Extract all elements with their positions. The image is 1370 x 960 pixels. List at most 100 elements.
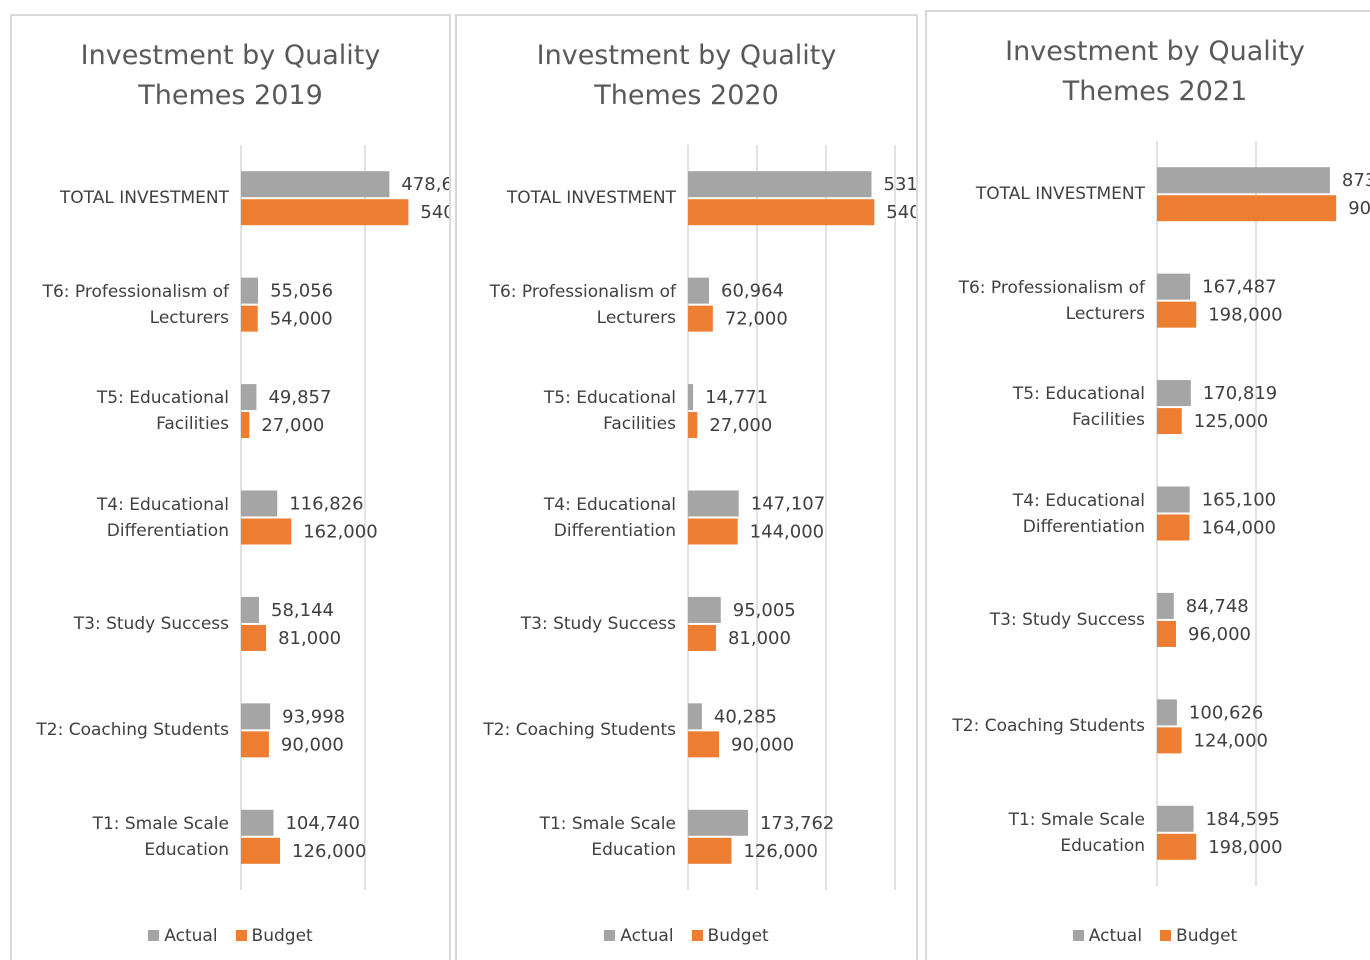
legend: Actual Budget [12, 926, 449, 946]
bar [241, 277, 259, 304]
chart-title: Investment by Quality Themes 2020 [536, 40, 837, 111]
category-label: T4: Educational Differentiation [96, 494, 229, 541]
category-label: T5: Educational Facilities [543, 388, 676, 435]
data-label: 14,771 [705, 387, 768, 408]
category-label: T2: Coaching Students [483, 720, 676, 741]
data-label: 40,285 [714, 706, 777, 727]
data-label: 165,100 [1202, 490, 1276, 511]
legend-swatch [604, 930, 616, 941]
data-label: 90,000 [731, 734, 794, 755]
category-label: T4: Educational Differentiation [543, 494, 676, 541]
data-label: 54,000 [270, 309, 333, 330]
bar [688, 412, 698, 439]
category-label: T1: Smale Scale Education [539, 813, 676, 860]
legend-label: Budget [1176, 926, 1238, 946]
data-label: 198,000 [1208, 837, 1282, 858]
category-label: T6: Professionalism of Lecturers [489, 281, 676, 328]
bar [688, 490, 739, 517]
bar [241, 518, 292, 545]
bar [688, 277, 710, 304]
legend-label: Actual [164, 926, 218, 946]
bar [241, 412, 250, 439]
bar [241, 305, 258, 332]
data-label: 49,857 [268, 387, 331, 408]
chart: 873,375 905,000 167,487 198,000 170,819 125,0… [1156, 141, 1370, 886]
legend: Actual Budget [457, 926, 916, 946]
category-label: T3: Study Success [73, 613, 229, 634]
data-label: 184,595 [1206, 809, 1280, 830]
category-label: T3: Study Success [989, 609, 1145, 630]
bar [688, 731, 720, 758]
data-label: 126,000 [743, 841, 817, 862]
data-label: 162,000 [303, 522, 377, 543]
data-label: 90,000 [281, 734, 344, 755]
legend-item: Actual [1072, 926, 1143, 946]
category-label: TOTAL INVESTMENT [506, 188, 676, 209]
category-label: T6: Professionalism of Lecturers [42, 281, 229, 328]
data-label: 27,000 [709, 415, 772, 436]
data-label: 478,621 [401, 174, 451, 195]
legend-item: Budget [691, 926, 769, 946]
data-label: 58,144 [271, 600, 334, 621]
data-label: 116,826 [289, 494, 363, 515]
bar [241, 837, 281, 864]
bar [688, 199, 875, 226]
data-label: 55,056 [270, 281, 333, 302]
legend-label: Actual [620, 926, 674, 946]
legend-label: Actual [1088, 926, 1143, 946]
bar [1157, 699, 1177, 726]
chart: 531,893 540,000 60,964 72,000 14,771 27,000 14… [687, 145, 916, 890]
data-label: 144,000 [750, 522, 824, 543]
data-label: 27,000 [261, 415, 324, 436]
bar [1157, 620, 1177, 647]
bar [1157, 273, 1191, 300]
bar [688, 596, 721, 623]
bar [688, 305, 713, 332]
legend-item: Actual [604, 926, 674, 946]
bar [241, 624, 267, 651]
data-label: 905,000 [1348, 198, 1370, 219]
category-label: TOTAL INVESTMENT [59, 188, 229, 209]
bar [1157, 301, 1197, 328]
legend-swatch [148, 930, 160, 941]
data-label: 104,740 [285, 813, 359, 834]
data-label: 147,107 [751, 494, 825, 515]
data-label: 93,998 [282, 706, 345, 727]
data-label: 95,005 [733, 600, 796, 621]
bar [1157, 592, 1174, 619]
legend-item: Budget [1160, 926, 1237, 946]
bar [1157, 408, 1182, 435]
bar [1157, 805, 1194, 832]
category-label: T1: Smale Scale Education [92, 813, 229, 860]
bar [241, 809, 274, 836]
bar [1157, 195, 1337, 222]
chart-panel: Investment by Quality Themes 2019 478,621… [10, 14, 451, 960]
bar [688, 809, 748, 836]
legend-label: Budget [251, 926, 313, 946]
chart-title: Investment by Quality Themes 2021 [1005, 36, 1305, 107]
bar [241, 199, 409, 226]
data-label: 72,000 [725, 309, 788, 330]
chart-panel: Investment by Quality Themes 2021 873,375… [925, 10, 1370, 960]
category-label: T1: Smale Scale Education [1008, 809, 1145, 856]
bar [241, 596, 260, 623]
data-label: 60,964 [721, 281, 784, 302]
bar [1157, 380, 1191, 407]
category-label: T5: Educational Facilities [1012, 384, 1145, 431]
data-label: 198,000 [1208, 305, 1282, 326]
legend-swatch [691, 930, 703, 941]
category-label: T4: Educational Differentiation [1012, 490, 1145, 537]
data-label: 173,762 [760, 813, 834, 834]
chart: 478,621 540,000 55,056 54,000 49,857 27,000 11… [240, 145, 451, 890]
data-label: 96,000 [1188, 624, 1251, 645]
bar [241, 384, 257, 411]
bar [1157, 167, 1330, 194]
legend-label: Budget [707, 926, 769, 946]
category-label: T3: Study Success [520, 613, 676, 634]
bar [1157, 514, 1190, 541]
category-label: T6: Professionalism of Lecturers [958, 277, 1145, 324]
bar [688, 384, 694, 411]
bar [688, 624, 716, 651]
bar [1157, 833, 1197, 860]
category-label: T2: Coaching Students [952, 716, 1145, 737]
